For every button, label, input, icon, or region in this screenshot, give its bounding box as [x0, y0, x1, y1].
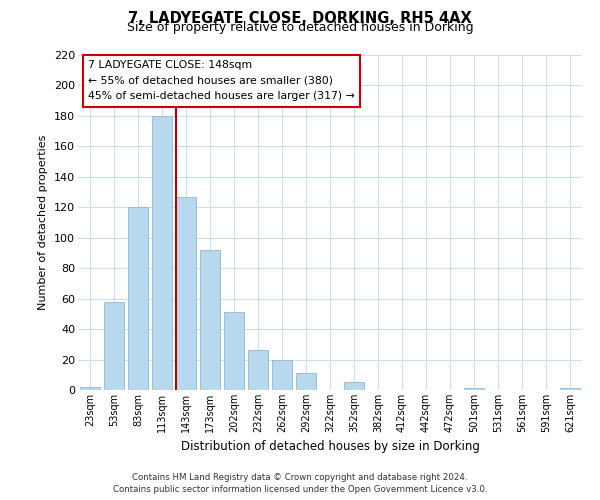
Bar — [128, 208, 148, 390]
Text: Size of property relative to detached houses in Dorking: Size of property relative to detached ho… — [127, 21, 473, 34]
Text: 7, LADYEGATE CLOSE, DORKING, RH5 4AX: 7, LADYEGATE CLOSE, DORKING, RH5 4AX — [128, 11, 472, 26]
Bar — [224, 312, 244, 390]
Bar — [104, 302, 124, 390]
Bar — [464, 388, 484, 390]
Bar — [80, 387, 100, 390]
Bar — [200, 250, 220, 390]
Bar — [152, 116, 172, 390]
Bar — [344, 382, 364, 390]
Text: 7 LADYEGATE CLOSE: 148sqm
← 55% of detached houses are smaller (380)
45% of semi: 7 LADYEGATE CLOSE: 148sqm ← 55% of detac… — [88, 60, 355, 101]
X-axis label: Distribution of detached houses by size in Dorking: Distribution of detached houses by size … — [181, 440, 479, 454]
Bar — [560, 388, 580, 390]
Bar — [248, 350, 268, 390]
Bar — [272, 360, 292, 390]
Text: Contains HM Land Registry data © Crown copyright and database right 2024.
Contai: Contains HM Land Registry data © Crown c… — [113, 472, 487, 494]
Bar — [176, 196, 196, 390]
Bar — [296, 373, 316, 390]
Y-axis label: Number of detached properties: Number of detached properties — [38, 135, 49, 310]
